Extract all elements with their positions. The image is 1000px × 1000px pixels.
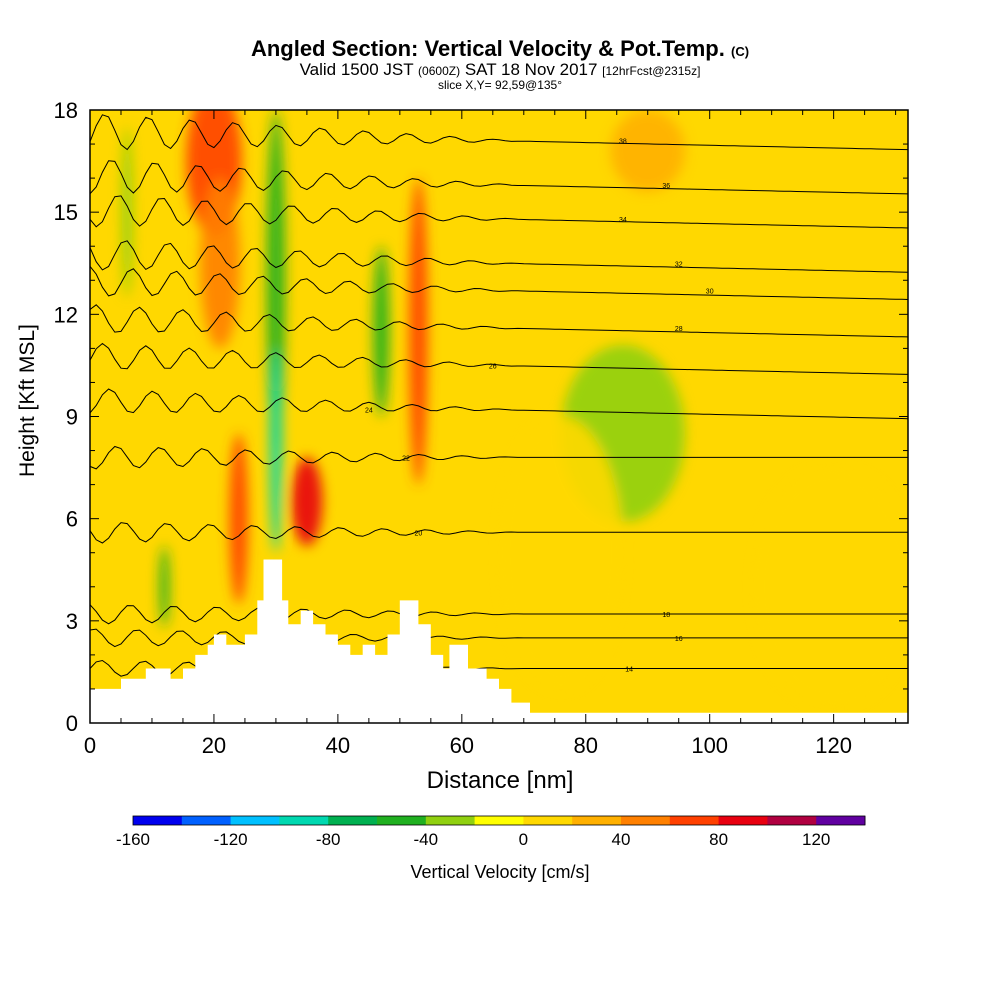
colorbar-swatch: [816, 816, 866, 825]
isentrope-label: 16: [675, 636, 683, 643]
isentrope-label: 24: [365, 408, 373, 415]
colorbar-swatch: [230, 816, 280, 825]
x-tick-label: 40: [326, 733, 350, 758]
colorbar-swatch: [767, 816, 817, 825]
colorbar-swatch: [425, 816, 476, 825]
colorbar-swatch: [181, 816, 232, 825]
velocity-cell: [610, 110, 685, 192]
isentrope-line: [90, 304, 908, 338]
isentrope-line: [90, 388, 908, 420]
y-tick-label: 15: [54, 200, 78, 225]
isentrope-line: [90, 342, 908, 375]
isentrope-label: 18: [662, 612, 670, 619]
isentrope-line: [90, 160, 908, 195]
y-tick-label: 6: [66, 507, 78, 532]
isentrope-label: 14: [625, 667, 633, 674]
isentrope-label: 28: [675, 326, 683, 333]
colorbar-frame: [132, 815, 866, 826]
colorbar-swatch: [279, 816, 329, 825]
isentrope-line: [90, 240, 908, 273]
x-tick-label: 100: [691, 733, 728, 758]
isentrope-label: 22: [402, 455, 410, 462]
chart-subtitle: Valid 1500 JST (0600Z) SAT 18 Nov 2017 […: [299, 60, 701, 79]
x-tick-label: 0: [84, 733, 96, 758]
colorbar-tick-label: 120: [802, 830, 830, 849]
velocity-cell: [200, 178, 240, 349]
isentrope-label: 34: [619, 217, 627, 224]
y-tick-label: 18: [54, 98, 78, 123]
chart-title: Angled Section: Vertical Velocity & Pot.…: [250, 36, 750, 61]
y-tick-label: 3: [66, 609, 78, 634]
isentrope-line: [90, 604, 908, 625]
colorbar-swatch: [328, 816, 378, 825]
colorbar-tick-label: 40: [612, 830, 631, 849]
colorbar-tick-label: -40: [414, 830, 439, 849]
y-tick-label: 12: [54, 302, 78, 327]
x-axis-label: Distance [nm]: [426, 767, 574, 794]
velocity-cell: [266, 110, 286, 451]
velocity-cell: [409, 178, 428, 485]
velocity-cell: [269, 348, 283, 553]
isentrope-line: [90, 628, 908, 648]
colorbar: -160 -120 -80 -40 0 40 80 120: [116, 815, 866, 849]
y-tick-label: 0: [66, 711, 78, 736]
x-tick-label: 60: [450, 733, 474, 758]
colorbar-tick-label: 0: [519, 830, 528, 849]
colorbar-swatch: [377, 816, 427, 825]
x-tick-label: 120: [815, 733, 852, 758]
isentrope-label: 30: [706, 288, 714, 295]
x-tick-label: 80: [574, 733, 598, 758]
slice-label: slice X,Y= 92,59@135°: [437, 78, 563, 92]
isentrope-label: 38: [619, 139, 627, 146]
velocity-cell: [291, 457, 323, 546]
colorbar-tick-label: -80: [316, 830, 341, 849]
colorbar-swatch: [718, 816, 768, 825]
colorbar-swatch: [572, 816, 622, 825]
colorbar-swatch: [669, 816, 720, 825]
isentrope-line: [90, 522, 908, 544]
isentrope-label: 32: [675, 261, 683, 268]
colorbar-tick-label: -120: [214, 830, 248, 849]
velocity-cell: [229, 433, 249, 604]
isentrope-line: [90, 265, 908, 300]
colorbar-swatch: [474, 816, 524, 825]
colorbar-swatch: [621, 816, 671, 825]
terrain: [90, 559, 908, 723]
velocity-cell: [121, 127, 133, 298]
isentrope-line: [90, 445, 908, 470]
colorbar-tick-label: 80: [709, 830, 728, 849]
isentrope-label: 26: [489, 363, 497, 370]
colorbar-swatch: [523, 816, 573, 825]
isentrope-line: [90, 195, 908, 229]
colorbar-label: Vertical Velocity [cm/s]: [410, 862, 590, 882]
isentrope-line: [90, 114, 908, 151]
velocity-cell: [499, 416, 623, 689]
x-tick-label: 20: [202, 733, 226, 758]
velocity-cell: [373, 246, 390, 417]
isentrope-label: 20: [415, 530, 423, 537]
isentrope-label: 36: [662, 183, 670, 190]
colorbar-swatch: [133, 816, 183, 825]
velocity-cell: [159, 545, 170, 628]
velocity-field: [121, 110, 908, 706]
colorbar-tick-label: -160: [116, 830, 150, 849]
isentrope-lines: 14 16 18 20 22 24 26 28 30 32 34 36 38: [90, 114, 908, 677]
y-tick-label: 9: [66, 405, 78, 430]
velocity-cell: [753, 467, 908, 706]
